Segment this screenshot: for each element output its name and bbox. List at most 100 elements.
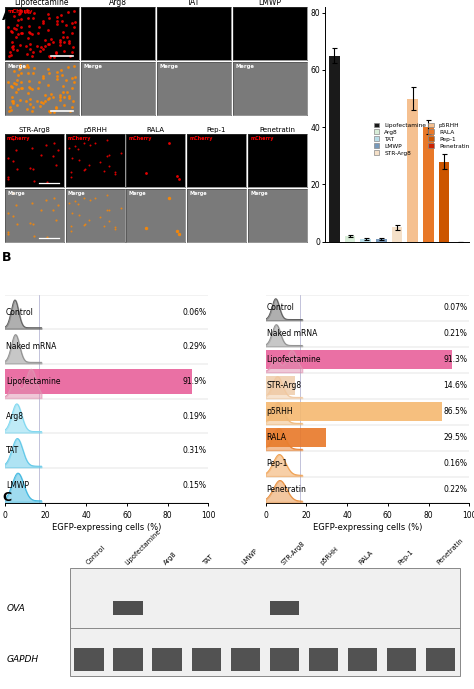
Text: mCherry: mCherry [128, 136, 152, 141]
Point [6, 101, 14, 112]
Point [64, 7, 72, 18]
Point [86, 195, 94, 206]
Point [65, 142, 73, 153]
Point [26, 99, 34, 110]
Point [7, 50, 15, 61]
Point [9, 188, 17, 199]
Point [103, 135, 111, 146]
Point [30, 8, 38, 19]
Bar [423, 127, 434, 242]
Point [4, 174, 11, 185]
Point [100, 220, 108, 232]
Text: Merge: Merge [128, 192, 146, 196]
Point [25, 87, 32, 98]
Bar [5, 369, 192, 394]
Text: Merge: Merge [236, 64, 255, 69]
Point [55, 200, 62, 211]
Point [25, 82, 33, 93]
Point [37, 205, 45, 216]
Point [28, 28, 36, 39]
Point [50, 138, 57, 149]
FancyBboxPatch shape [70, 568, 460, 676]
Text: Merge: Merge [68, 192, 85, 196]
Point [25, 27, 33, 38]
Bar [392, 227, 402, 242]
Point [8, 81, 16, 92]
Point [63, 74, 70, 85]
Point [49, 150, 57, 161]
Point [9, 96, 17, 107]
Point [100, 165, 108, 176]
Point [43, 139, 50, 150]
Point [68, 207, 75, 218]
Point [70, 6, 77, 17]
FancyBboxPatch shape [347, 648, 377, 670]
Bar [265, 351, 452, 369]
Text: 0.29%: 0.29% [182, 342, 207, 351]
Point [49, 37, 56, 48]
FancyBboxPatch shape [113, 601, 143, 615]
Point [71, 141, 79, 152]
Point [22, 41, 30, 52]
Bar [407, 99, 418, 242]
Point [12, 23, 19, 34]
Point [52, 47, 60, 58]
Text: mCherry: mCherry [68, 136, 91, 141]
Point [56, 34, 64, 45]
FancyBboxPatch shape [230, 648, 260, 670]
Point [103, 205, 110, 216]
Point [43, 194, 50, 205]
Point [59, 31, 66, 42]
Text: RALA: RALA [358, 549, 374, 566]
Point [47, 88, 55, 99]
Point [105, 161, 113, 172]
X-axis label: EGFP-expressing cells (%): EGFP-expressing cells (%) [52, 523, 161, 532]
Point [66, 50, 74, 61]
Text: Arg8: Arg8 [6, 411, 24, 420]
Point [142, 167, 149, 178]
Point [59, 81, 67, 92]
Text: TAT: TAT [6, 446, 19, 455]
Bar [265, 402, 442, 421]
Point [39, 15, 47, 26]
Point [45, 93, 52, 104]
Point [60, 100, 68, 111]
Bar [329, 56, 339, 242]
Point [63, 19, 70, 30]
Point [59, 86, 66, 97]
Point [35, 76, 43, 88]
Text: 0.16%: 0.16% [443, 459, 467, 468]
Text: 86.5%: 86.5% [443, 407, 467, 416]
Point [9, 133, 17, 144]
Point [34, 82, 41, 93]
Point [175, 173, 182, 184]
Point [4, 76, 12, 88]
Point [30, 175, 37, 186]
Point [27, 27, 34, 38]
FancyBboxPatch shape [426, 648, 456, 670]
Point [17, 28, 25, 39]
Point [9, 156, 17, 167]
Point [8, 27, 16, 38]
Point [45, 38, 52, 49]
Point [81, 163, 89, 174]
Point [46, 93, 53, 104]
Text: RALA: RALA [266, 433, 287, 442]
Text: Merge: Merge [160, 64, 179, 69]
Point [70, 41, 77, 52]
Point [173, 170, 181, 181]
Point [25, 76, 33, 87]
Point [64, 61, 72, 72]
Point [12, 199, 20, 210]
Point [5, 50, 13, 61]
Point [69, 72, 76, 83]
Text: Merge: Merge [250, 192, 268, 196]
Point [30, 218, 37, 229]
Point [66, 36, 73, 47]
Text: A: A [2, 10, 12, 23]
Text: Control: Control [85, 544, 107, 566]
Point [50, 193, 57, 204]
Point [33, 96, 41, 107]
Point [68, 28, 75, 39]
Text: p5RHH: p5RHH [319, 546, 339, 566]
